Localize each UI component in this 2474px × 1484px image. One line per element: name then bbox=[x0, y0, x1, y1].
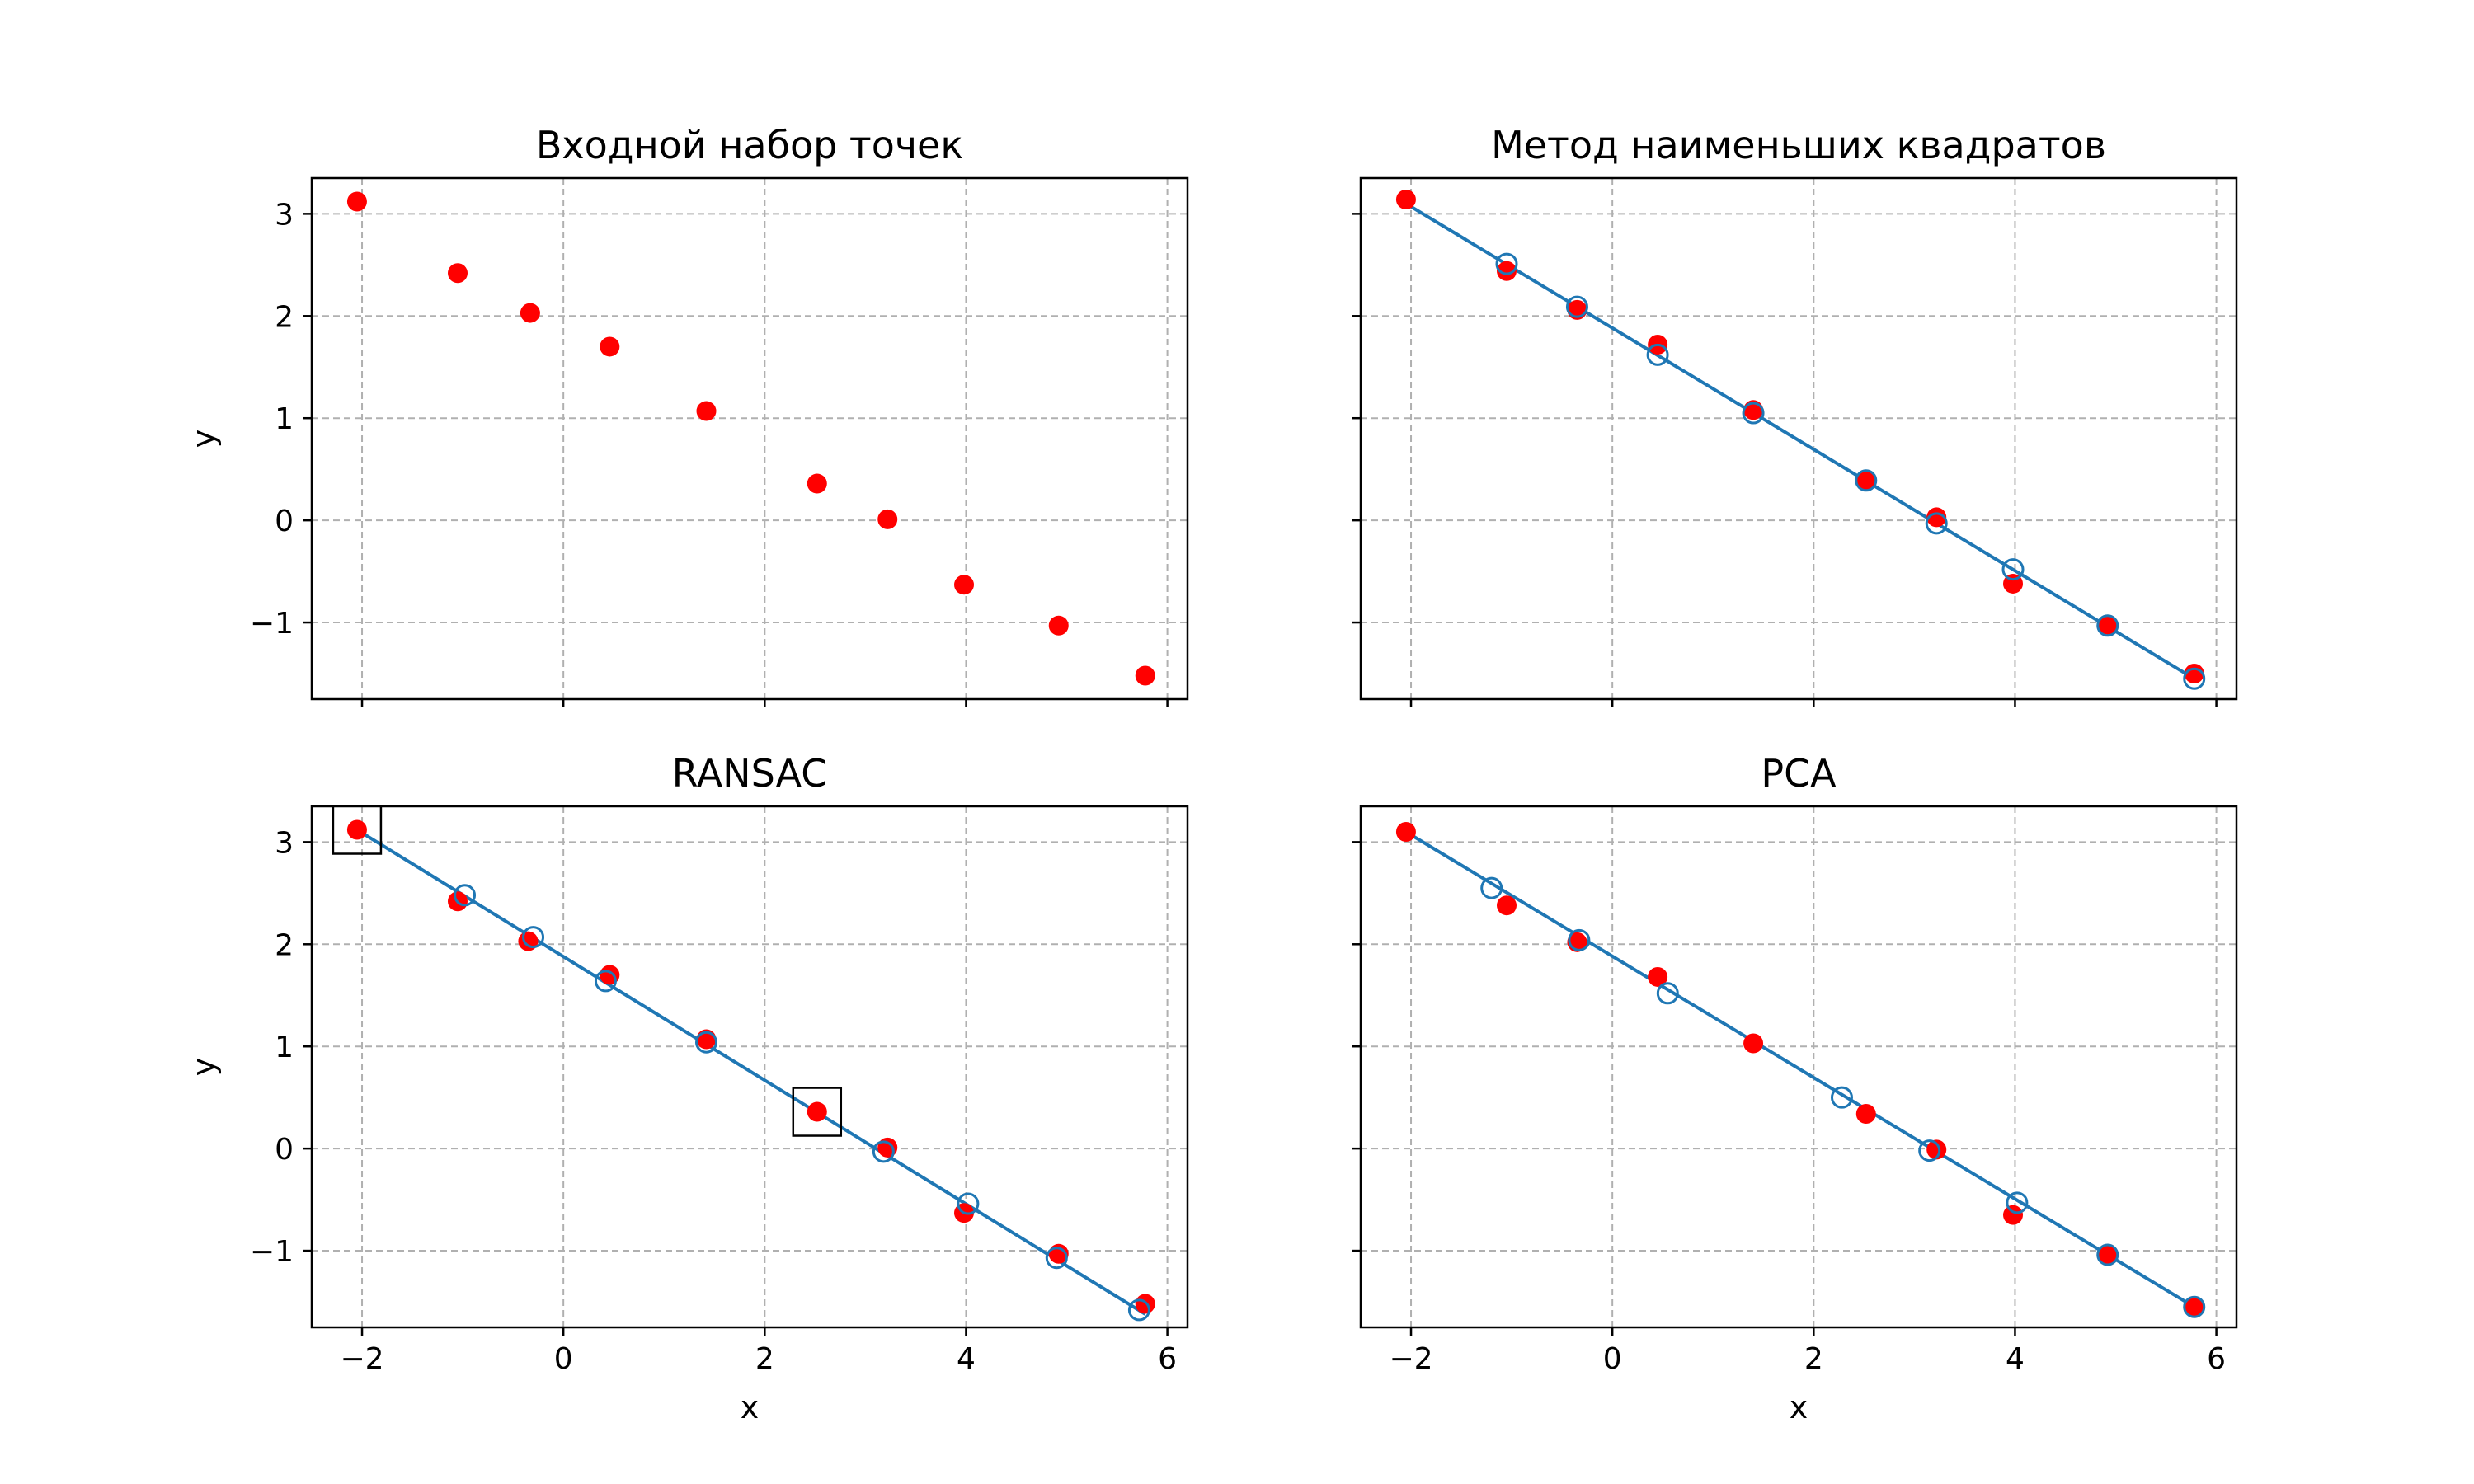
y-tick-label: 3 bbox=[275, 826, 294, 860]
axes-frame bbox=[1359, 176, 2238, 701]
x-tick-label: −2 bbox=[1389, 1342, 1432, 1376]
subplot-ransac: −2 0 2 4 6 −1 0 1 2 3 RANSAC y x bbox=[186, 751, 1189, 1425]
axes-frame bbox=[1359, 805, 2238, 1329]
y-tick-label: 2 bbox=[275, 300, 294, 334]
projected-point bbox=[454, 884, 477, 907]
projected-point bbox=[872, 1140, 895, 1163]
projected-point bbox=[1568, 928, 1591, 951]
projected-point bbox=[1127, 1298, 1150, 1322]
y-axis-label: y bbox=[186, 430, 222, 448]
data-point bbox=[807, 473, 827, 494]
axes-frame bbox=[310, 176, 1189, 701]
data-point bbox=[954, 575, 975, 595]
subplot-title: Входной набор точек bbox=[536, 123, 963, 167]
projected-point bbox=[695, 1031, 718, 1054]
subplot-least-squares: Метод наименьших квадратов bbox=[1352, 123, 2238, 707]
x-tick-label: 0 bbox=[554, 1342, 573, 1376]
x-axis-label: x bbox=[1790, 1389, 1808, 1425]
projected-point bbox=[1918, 1139, 1941, 1162]
data-point bbox=[2184, 1297, 2204, 1317]
data-point bbox=[2097, 1245, 2118, 1266]
x-tick-label: 0 bbox=[1603, 1342, 1622, 1376]
data-point bbox=[1395, 190, 1416, 210]
projected-point bbox=[1742, 402, 1765, 425]
subplot-title: PCA bbox=[1761, 751, 1837, 796]
y-tick-label: 2 bbox=[275, 928, 294, 962]
projected-point bbox=[1045, 1247, 1068, 1270]
projected-point bbox=[522, 926, 545, 949]
projected-point bbox=[1480, 876, 1503, 899]
y-tick-label: 1 bbox=[275, 1031, 294, 1064]
data-point bbox=[1395, 821, 1416, 842]
x-tick-label: −2 bbox=[340, 1342, 383, 1376]
data-point bbox=[807, 1101, 827, 1122]
projected-point bbox=[1925, 512, 1948, 535]
y-axis-label: y bbox=[186, 1058, 222, 1077]
data-point bbox=[520, 303, 540, 323]
data-point bbox=[600, 336, 620, 357]
subplot-title: RANSAC bbox=[672, 751, 828, 796]
x-tick-label: 6 bbox=[1158, 1342, 1177, 1376]
data-point bbox=[696, 401, 717, 421]
y-tick-label: −1 bbox=[250, 607, 294, 641]
data-point bbox=[1048, 615, 1069, 636]
x-tick-label: 2 bbox=[755, 1342, 774, 1376]
data-point bbox=[1856, 1104, 1876, 1125]
axes-frame bbox=[310, 805, 1189, 1329]
data-point bbox=[1135, 665, 1155, 686]
x-tick-label: 6 bbox=[2207, 1342, 2226, 1376]
projected-point bbox=[2096, 1243, 2119, 1266]
data-point bbox=[877, 509, 898, 529]
sample-point-box bbox=[792, 1087, 843, 1137]
projected-point bbox=[957, 1192, 980, 1215]
fit-line bbox=[355, 828, 1146, 1316]
projected-point bbox=[2183, 667, 2206, 690]
projected-point bbox=[1565, 295, 1588, 318]
projected-point bbox=[1646, 343, 1669, 366]
x-tick-label: 4 bbox=[957, 1342, 976, 1376]
data-point bbox=[1856, 472, 1876, 492]
x-tick-label: 4 bbox=[2006, 1342, 2025, 1376]
data-point bbox=[1497, 895, 1517, 916]
fit-line bbox=[1404, 830, 2195, 1308]
data-point bbox=[877, 1137, 898, 1158]
projected-point bbox=[2001, 558, 2025, 581]
projected-point bbox=[1656, 982, 1679, 1005]
projected-point bbox=[594, 970, 617, 993]
fit-line bbox=[1404, 202, 2195, 680]
projected-point bbox=[2183, 1295, 2206, 1318]
data-point bbox=[2097, 614, 2118, 635]
data-point bbox=[346, 819, 367, 840]
subplot-title: Метод наименьших квадратов bbox=[1491, 123, 2106, 167]
projected-point bbox=[1830, 1086, 1853, 1109]
y-tick-label: 0 bbox=[275, 1133, 294, 1167]
projected-point bbox=[2006, 1191, 2029, 1214]
data-point bbox=[1743, 1033, 1764, 1054]
y-tick-label: 0 bbox=[275, 505, 294, 538]
data-point bbox=[448, 263, 468, 284]
subplot-pca: −2 0 2 4 6 PCA x bbox=[1352, 751, 2238, 1425]
data-point bbox=[1497, 261, 1517, 281]
x-tick-label: 2 bbox=[1804, 1342, 1823, 1376]
projected-point bbox=[1495, 252, 1518, 275]
data-point bbox=[2184, 664, 2204, 684]
y-tick-label: −1 bbox=[250, 1235, 294, 1269]
data-point bbox=[2003, 1205, 2024, 1225]
data-point bbox=[1926, 507, 1947, 528]
projected-point bbox=[1855, 469, 1878, 492]
data-point bbox=[1648, 966, 1668, 987]
data-point bbox=[346, 191, 367, 212]
data-point bbox=[518, 931, 539, 951]
subplot-input-points: −1 0 1 2 3 Входной набор точек y bbox=[186, 123, 1189, 707]
data-point bbox=[1926, 1139, 1947, 1160]
y-tick-label: 1 bbox=[275, 402, 294, 436]
data-point bbox=[1135, 1294, 1155, 1314]
projected-point bbox=[2096, 614, 2119, 637]
x-axis-label: x bbox=[741, 1389, 760, 1425]
y-tick-label: 3 bbox=[275, 198, 294, 232]
